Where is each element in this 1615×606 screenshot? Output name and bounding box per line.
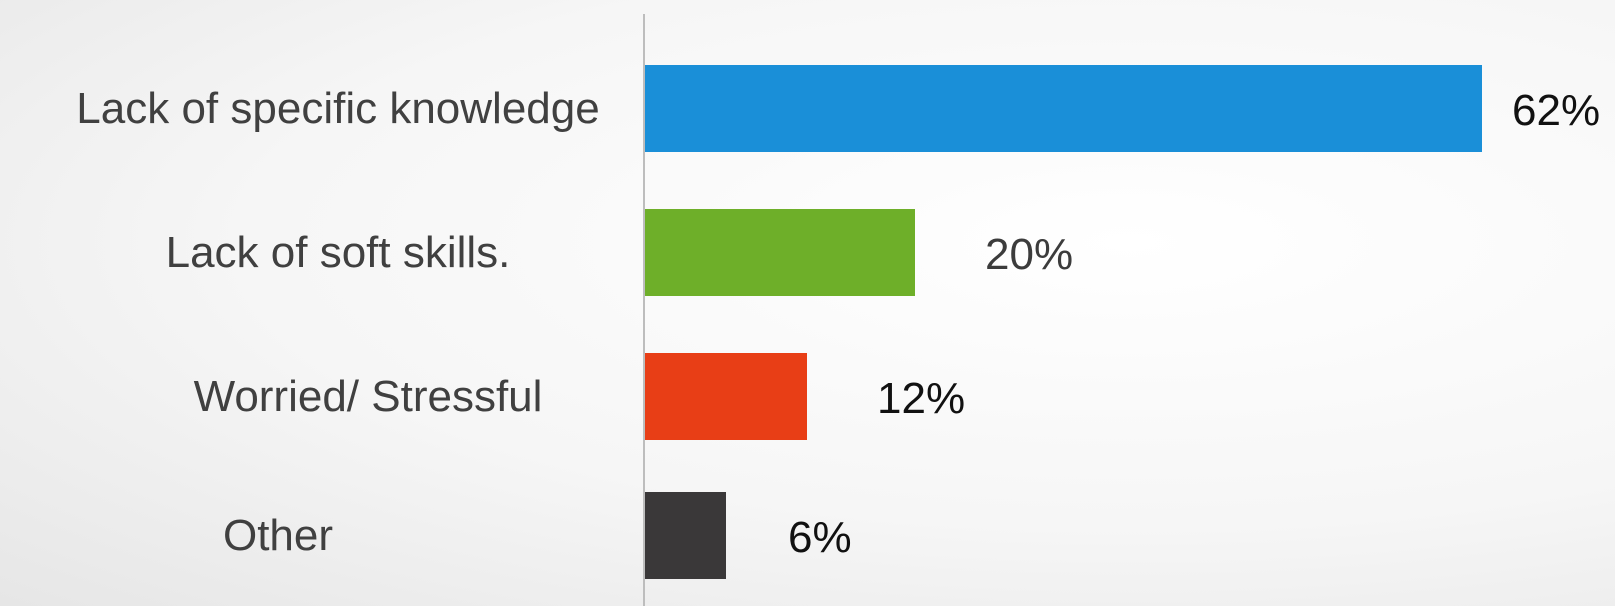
- data-label-2: 12%: [877, 374, 965, 423]
- category-label-1: Lack of soft skills.: [166, 228, 511, 277]
- category-label-3: Other: [223, 511, 333, 560]
- category-label-2: Worried/ Stressful: [194, 372, 543, 421]
- bar-2: [645, 353, 807, 440]
- category-label-0: Lack of specific knowledge: [76, 84, 599, 133]
- bar-1: [645, 209, 915, 296]
- data-label-0: 62%: [1512, 86, 1600, 135]
- data-label-1: 20%: [985, 230, 1073, 279]
- data-label-3: 6%: [788, 513, 852, 562]
- bar-3: [645, 492, 726, 579]
- bar-0: [645, 65, 1482, 152]
